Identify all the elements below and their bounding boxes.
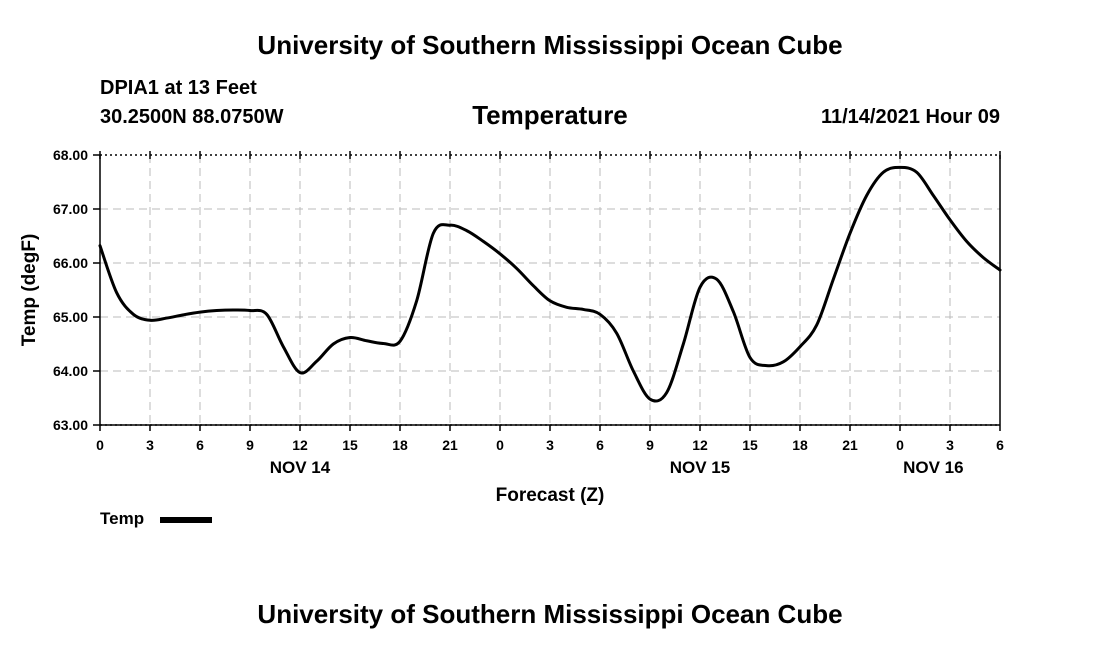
x-tick-label: 0 [496, 437, 504, 453]
y-tick-label: 65.00 [53, 309, 88, 325]
x-tick-label: 18 [392, 437, 408, 453]
x-tick-label: 0 [96, 437, 104, 453]
page-title-bottom: University of Southern Mississippi Ocean… [257, 599, 843, 629]
x-tick-label: 15 [342, 437, 358, 453]
date-label: NOV 14 [270, 458, 331, 477]
y-tick-label: 64.00 [53, 363, 88, 379]
x-tick-label: 12 [692, 437, 708, 453]
y-tick-label: 66.00 [53, 255, 88, 271]
legend-label: Temp [100, 509, 145, 528]
x-tick-label: 0 [896, 437, 904, 453]
x-tick-label: 9 [646, 437, 654, 453]
x-tick-label: 12 [292, 437, 308, 453]
x-tick-label: 15 [742, 437, 758, 453]
page-title-top: University of Southern Mississippi Ocean… [257, 30, 843, 60]
x-axis-title: Forecast (Z) [496, 485, 605, 506]
forecast-datetime: 11/14/2021 Hour 09 [820, 106, 1000, 128]
x-tick-label: 3 [946, 437, 954, 453]
date-label: NOV 16 [903, 458, 963, 477]
y-tick-label: 63.00 [53, 417, 88, 433]
x-tick-label: 6 [196, 437, 204, 453]
chart-title: Temperature [472, 100, 628, 130]
date-label: NOV 15 [670, 458, 730, 477]
x-tick-label: 21 [842, 437, 858, 453]
y-tick-label: 67.00 [53, 201, 88, 217]
x-tick-label: 3 [146, 437, 154, 453]
legend-swatch [160, 517, 212, 523]
x-tick-label: 6 [996, 437, 1004, 453]
station-coordinates: 30.2500N 88.0750W [100, 106, 284, 128]
x-tick-label: 21 [442, 437, 458, 453]
x-tick-label: 3 [546, 437, 554, 453]
x-tick-label: 6 [596, 437, 604, 453]
series-line-temp [98, 165, 1002, 403]
y-tick-label: 68.00 [53, 147, 88, 163]
y-axis-title: Temp (degF) [19, 234, 40, 347]
station-label: DPIA1 at 13 Feet [100, 77, 257, 99]
x-tick-label: 18 [792, 437, 808, 453]
x-tick-label: 9 [246, 437, 254, 453]
